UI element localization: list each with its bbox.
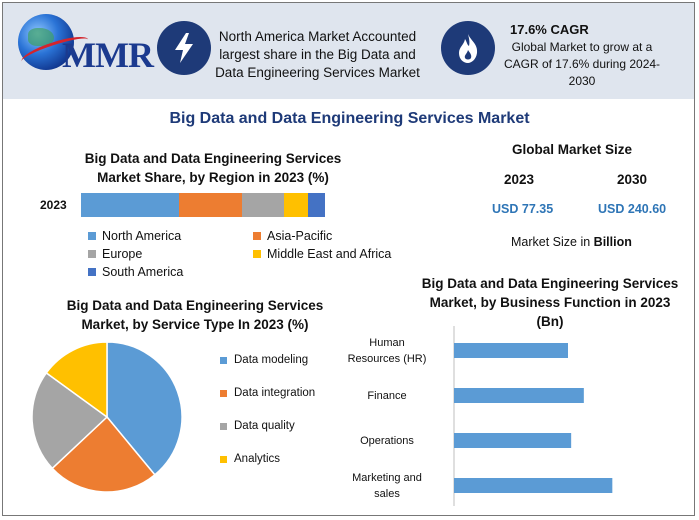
business-function-chart-title: Big Data and Data Engineering Services M… <box>421 276 679 329</box>
logo-text: MMR <box>62 35 154 75</box>
global-market-size-title: Global Market Size <box>512 142 633 157</box>
region-segment-middle-east-and-africa <box>283 193 308 217</box>
pie-slice-analytics <box>45 341 108 419</box>
year-2030-label: 2030 <box>617 172 648 187</box>
region-year-label: 2023 <box>40 198 67 212</box>
legend-label: Data quality <box>234 420 295 432</box>
legend-label: North America <box>102 229 182 243</box>
legend-swatch <box>253 232 261 240</box>
pie-slice-data-integration <box>51 415 156 493</box>
legend-item: South America <box>88 265 183 279</box>
legend-label: Data integration <box>234 387 316 399</box>
pie-legend-item: Analytics <box>220 453 280 465</box>
pie-slice-data-modeling <box>106 341 183 476</box>
legend-item: Europe <box>88 247 142 261</box>
cagr-description: Global Market to grow at a CAGR of 17.6%… <box>503 40 661 88</box>
legend-swatch <box>88 232 96 240</box>
lightning-bolt-icon <box>157 21 211 75</box>
bar-marketing-and-sales <box>454 478 613 493</box>
globe-icon <box>18 14 74 70</box>
legend-label: South America <box>102 265 184 279</box>
year-2023-label: 2023 <box>504 172 535 187</box>
legend-swatch <box>220 389 227 397</box>
cagr-title: 17.6% CAGR <box>510 22 589 37</box>
legend-swatch <box>220 455 227 463</box>
unit-note-unit: Billion <box>593 235 632 249</box>
region-stacked-bar <box>81 193 325 217</box>
bar-category-label: Finance <box>367 389 407 402</box>
legend-label: Asia-Pacific <box>267 229 333 243</box>
legend-label: Data modeling <box>234 354 309 366</box>
region-segment-south-america <box>307 193 325 217</box>
pie-legend-item: Data integration <box>220 387 315 399</box>
pie-slice-data-quality <box>31 371 109 470</box>
legend-swatch <box>88 250 96 258</box>
value-2023: USD 77.35 <box>492 202 554 216</box>
legend-item: Asia-Pacific <box>253 229 332 243</box>
header-band <box>3 3 694 99</box>
legend-swatch <box>220 356 227 364</box>
flame-icon <box>441 21 495 75</box>
legend-label: Middle East and Africa <box>267 247 392 261</box>
market-size-unit-note: Market Size in Billion <box>511 235 632 249</box>
legend-item: Middle East and Africa <box>253 247 391 261</box>
legend-label: Europe <box>102 247 143 261</box>
bar-category-label: Operations <box>360 434 414 447</box>
highlight-north-america: North America Market Accounted largest s… <box>215 29 420 80</box>
region-segment-asia-pacific <box>178 193 243 217</box>
legend-item: North America <box>88 229 181 243</box>
region-segment-europe <box>242 193 284 217</box>
business-function-bar-chart <box>453 326 613 506</box>
legend-swatch <box>220 422 227 430</box>
service-type-pie-chart <box>31 341 183 493</box>
bar-category-label: Human Resources (HR) <box>347 336 427 365</box>
legend-swatch <box>88 268 96 276</box>
bar-category-label: Marketing and sales <box>352 471 422 500</box>
unit-note-prefix: Market Size in <box>511 235 594 249</box>
pie-legend-item: Data quality <box>220 420 295 432</box>
legend-swatch <box>253 250 261 258</box>
region-chart-title: Big Data and Data Engineering Services M… <box>84 151 342 185</box>
service-type-chart-title: Big Data and Data Engineering Services M… <box>66 298 324 332</box>
legend-label: Analytics <box>234 453 281 465</box>
value-2030: USD 240.60 <box>598 202 667 216</box>
bar-human-resources-hr <box>454 343 568 358</box>
mmr-logo: MMR <box>18 12 154 82</box>
main-title: Big Data and Data Engineering Services M… <box>169 110 530 127</box>
page-frame <box>2 2 695 516</box>
region-segment-north-america <box>81 193 179 217</box>
bar-operations <box>454 433 572 448</box>
pie-legend-item: Data modeling <box>220 354 308 366</box>
bar-finance <box>454 388 584 403</box>
